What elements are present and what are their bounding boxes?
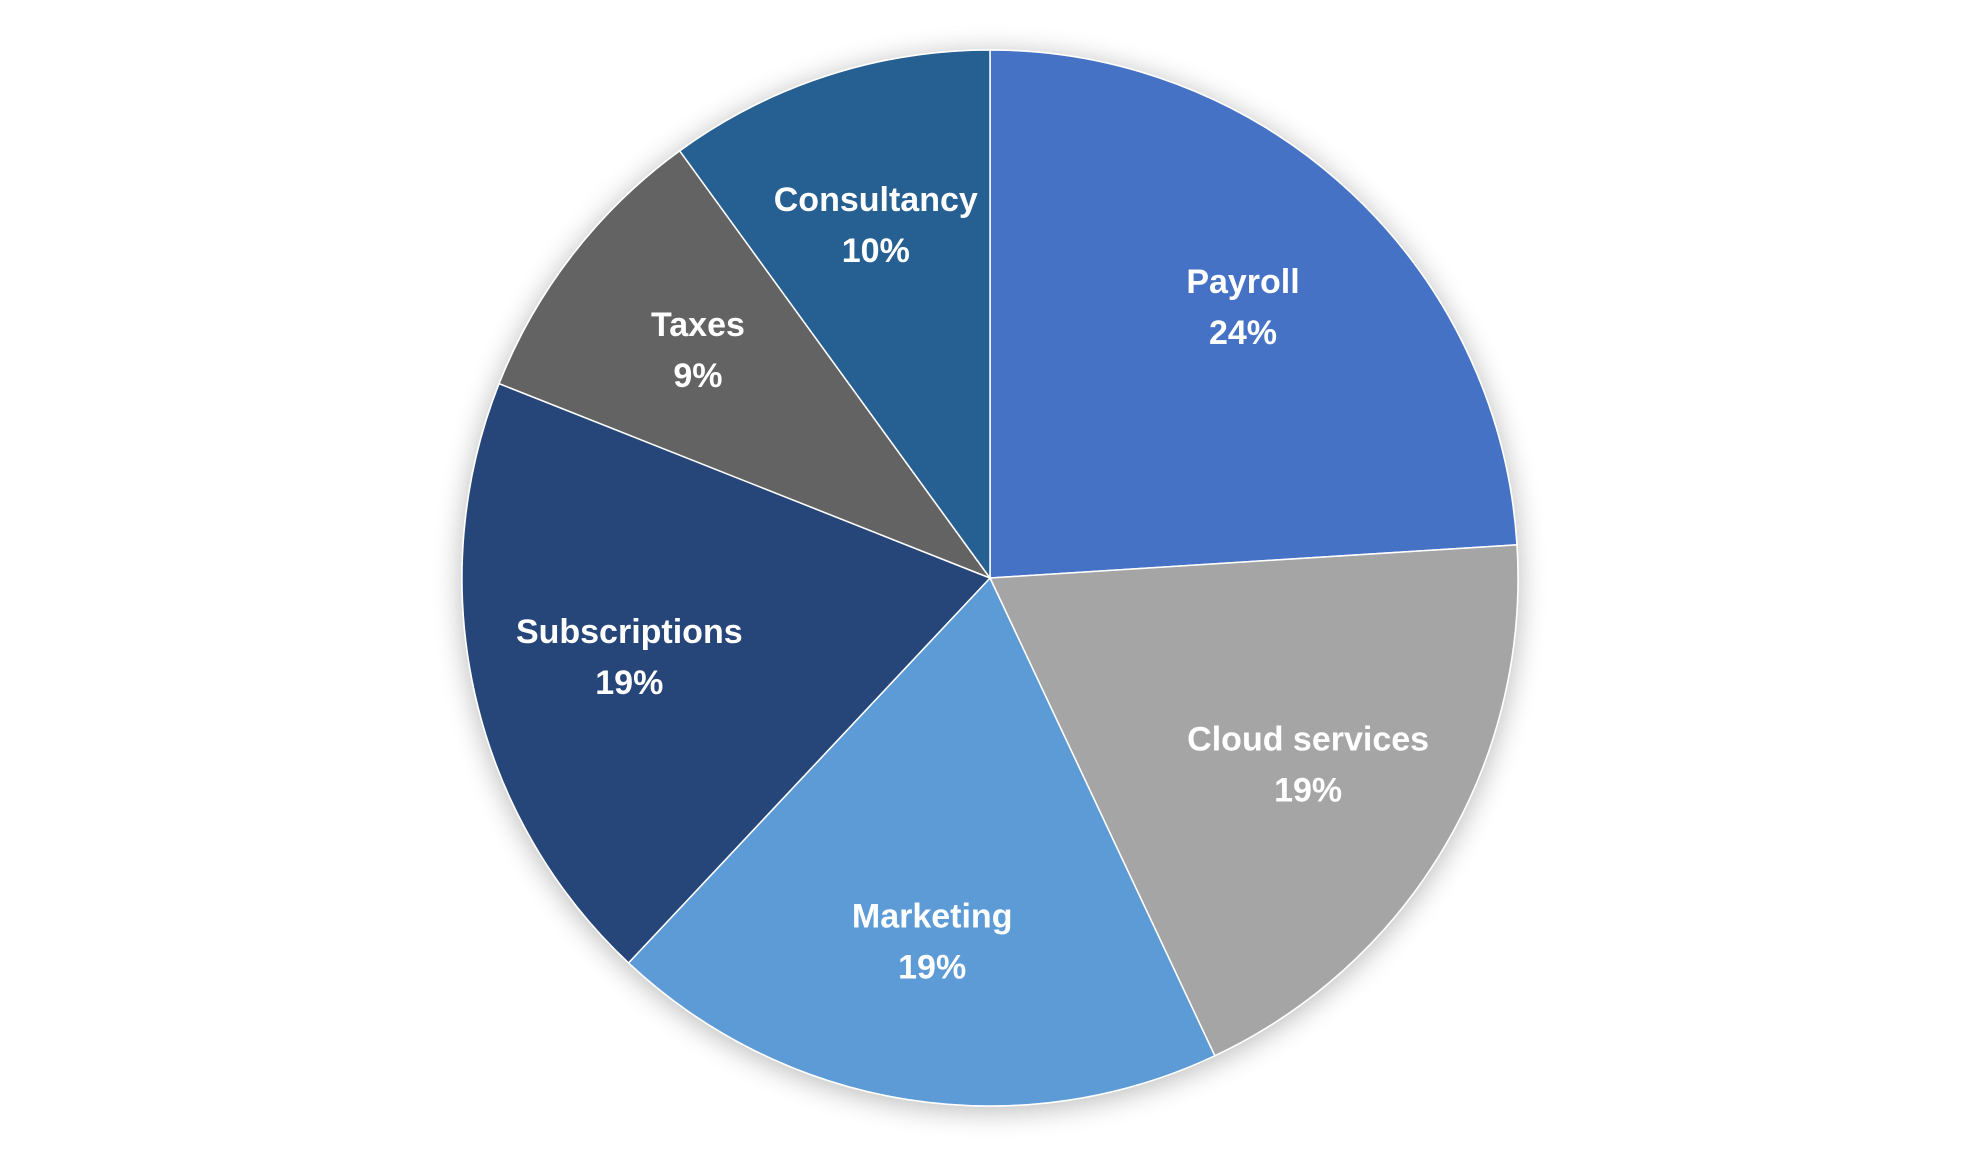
pie-slice-consultancy [678, 49, 991, 581]
slice-percent-consultancy: 10% [842, 232, 910, 270]
slice-percent-subscriptions: 19% [595, 664, 663, 702]
pie-slice-subscriptions [461, 382, 992, 964]
slice-label-marketing: Marketing [852, 898, 1013, 936]
slice-percent-cloud-services: 19% [1274, 772, 1342, 810]
pie-slice-taxes [498, 149, 993, 580]
slice-percent-marketing: 19% [898, 949, 966, 987]
slice-label-consultancy: Consultancy [774, 181, 978, 219]
pie-slice-cloud-services [988, 544, 1519, 1057]
slice-label-payroll: Payroll [1186, 263, 1299, 301]
slice-label-subscriptions: Subscriptions [516, 613, 743, 651]
pie-labels: Payroll 24% Cloud services 19% Marketing 19% S… [516, 181, 1429, 987]
pie-slice-payroll [989, 49, 1518, 579]
slice-percent-taxes: 9% [673, 357, 722, 395]
slice-percent-payroll: 24% [1209, 314, 1277, 352]
pie-slice-marketing [627, 576, 1216, 1107]
slice-label-cloud-services: Cloud services [1187, 721, 1429, 759]
slice-label-taxes: Taxes [651, 306, 745, 344]
pie-slices [461, 49, 1519, 1107]
